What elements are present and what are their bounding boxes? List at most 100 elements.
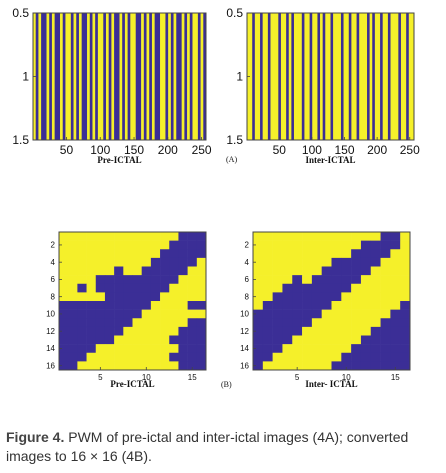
heatmap-cell [321, 326, 332, 336]
heatmap-cell [311, 326, 322, 336]
caption-text: PWM of pre-ictal and inter-ictal images … [6, 429, 409, 464]
heatmap-cell [104, 309, 115, 319]
heatmap-cell [331, 344, 342, 354]
x-tick-label: 50 [60, 143, 74, 157]
heatmap-cell [331, 352, 342, 362]
heatmap-cell [104, 283, 115, 293]
heatmap-cell [272, 309, 283, 319]
heatmap-cell [165, 13, 169, 141]
y-tick-label: 10 [240, 310, 249, 319]
heatmap-cell [341, 326, 352, 336]
heatmap-cell [59, 249, 69, 259]
y-tick-label: 8 [245, 292, 250, 301]
heatmap-cell [321, 283, 332, 293]
heatmap-cell [203, 13, 207, 141]
heatmap-cell [390, 283, 401, 293]
heatmap-cell [341, 283, 352, 293]
heatmap-cell [302, 309, 313, 319]
heatmap-cell [351, 275, 362, 285]
heatmap-cell [132, 266, 142, 276]
heatmap-cell [331, 309, 342, 319]
heatmap-cell [187, 309, 198, 319]
heatmap-cell [304, 13, 308, 141]
heatmap-cell [150, 352, 161, 362]
heatmap-cell [143, 13, 147, 141]
heatmap-cell [127, 13, 131, 141]
heatmap-cell [253, 326, 264, 336]
heatmap-cell [272, 344, 283, 354]
heatmap-cell [168, 13, 172, 141]
heatmap-cell [272, 352, 283, 362]
heatmap-cell [282, 335, 293, 345]
heatmap-cell [272, 232, 283, 241]
x-tick-label: 250 [400, 143, 420, 157]
heatmap-cell [70, 13, 74, 141]
heatmap-cell [189, 13, 193, 141]
heatmap-cell [400, 292, 411, 302]
heatmap-cell [59, 301, 69, 310]
heatmap-cell [176, 13, 180, 141]
heatmap-cell [292, 301, 303, 310]
heatmap-cell [351, 318, 362, 328]
x-tick-label: 200 [367, 143, 387, 157]
heatmap-cell [331, 283, 342, 293]
heatmap-cell [325, 13, 329, 141]
heatmap-cell [286, 13, 290, 141]
heatmap-cell [400, 326, 411, 336]
y-tick-label: 0.5 [12, 6, 29, 20]
heatmap-cell [123, 257, 133, 267]
heatmap-cell [132, 326, 142, 336]
heatmap-cell [360, 318, 372, 328]
heatmap-cell [253, 275, 264, 285]
x-axis-label: Inter-ICTAL [306, 155, 356, 165]
heatmap-cell [77, 275, 87, 285]
heatmap-cell [311, 283, 322, 293]
heatmap-cell [141, 275, 152, 285]
heatmap-cell [141, 240, 152, 250]
heatmap-cell [292, 361, 303, 371]
y-tick-label: 6 [245, 275, 250, 284]
heatmap-cell [360, 283, 372, 293]
heatmap-cell [59, 326, 69, 336]
y-tick-label: 16 [46, 361, 55, 370]
heatmap-cell [321, 292, 332, 302]
heatmap-cell [351, 335, 362, 345]
heatmap-cell [361, 13, 365, 141]
heatmap-cell [59, 335, 69, 345]
heatmap-cell [123, 283, 133, 293]
heatmap-cell [311, 275, 322, 285]
heatmap-cell [141, 335, 152, 345]
heatmap-cell [160, 352, 170, 362]
heatmap-cell [132, 292, 142, 302]
heatmap-cell [341, 292, 352, 302]
heatmap-cell [282, 352, 293, 362]
heatmap-cell [321, 352, 332, 362]
heatmap-cell [253, 352, 264, 362]
heatmap-cell [77, 318, 87, 328]
heatmap-cell [68, 344, 78, 354]
heatmap-cell [249, 13, 253, 141]
heatmap-cell [196, 318, 207, 328]
heatmap-cell [187, 301, 198, 310]
heatmap-cell [68, 326, 78, 336]
heatmap-cell [130, 13, 134, 141]
heatmap-cell [292, 266, 303, 276]
heatmap-cell [160, 292, 170, 302]
heatmap-cell [311, 309, 322, 319]
heatmap-cell [253, 257, 264, 267]
heatmap-cell [169, 326, 179, 336]
heatmap-cell [360, 361, 372, 371]
heatmap-cell [95, 301, 106, 310]
heatmap-cell [169, 275, 179, 285]
heatmap-cell [59, 361, 69, 371]
y-tick-label: 1 [236, 70, 243, 84]
heatmap-cell [353, 13, 357, 141]
heatmap-cell [86, 335, 97, 345]
heatmap-cell [292, 344, 303, 354]
heatmap-cell [114, 309, 124, 319]
heatmap-cell [351, 352, 362, 362]
heatmap-cell [254, 13, 258, 141]
heatmap-cell [114, 352, 124, 362]
y-tick-label: 14 [46, 344, 55, 353]
heatmap-cell [338, 13, 342, 141]
